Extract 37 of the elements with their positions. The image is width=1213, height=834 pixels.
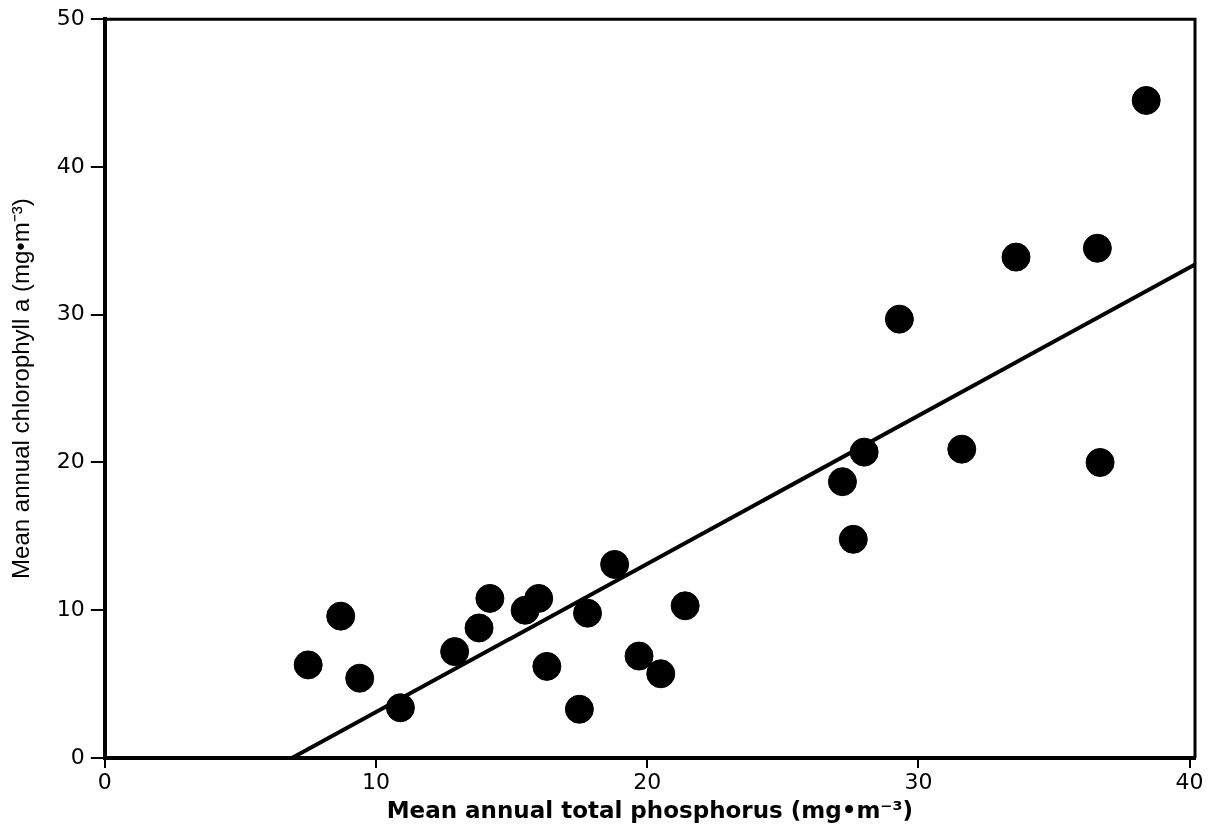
point xyxy=(827,467,857,497)
point xyxy=(884,304,914,334)
point xyxy=(1131,85,1161,115)
y-axis-title: Mean annual chlorophyll a (mg•m⁻³) xyxy=(7,198,35,579)
point xyxy=(564,694,594,724)
y-tick-label: 20 xyxy=(56,448,85,474)
point xyxy=(849,437,879,467)
x-tick-label: 30 xyxy=(904,768,933,794)
point xyxy=(464,613,494,643)
x-axis-title: Mean annual total phosphorus (mg•m⁻³) xyxy=(386,797,914,824)
point xyxy=(440,637,470,667)
point xyxy=(345,663,375,693)
point xyxy=(600,549,630,579)
point xyxy=(1085,447,1115,477)
point xyxy=(573,598,603,628)
x-tick-label: 40 xyxy=(1175,768,1204,794)
y-tick-label: 40 xyxy=(56,152,85,178)
point xyxy=(646,659,676,689)
x-tick-label: 0 xyxy=(97,768,112,794)
point xyxy=(1082,233,1112,263)
point xyxy=(293,650,323,680)
point xyxy=(1001,242,1031,272)
x-tick-label: 10 xyxy=(361,768,390,794)
y-tick-label: 10 xyxy=(56,595,85,621)
y-tick-label: 30 xyxy=(56,300,85,326)
point xyxy=(947,434,977,464)
point xyxy=(326,601,356,631)
point xyxy=(524,583,554,613)
point xyxy=(385,693,415,723)
point xyxy=(475,583,505,613)
point xyxy=(624,641,654,671)
y-tick-label: 50 xyxy=(56,4,85,30)
point xyxy=(838,524,868,554)
point xyxy=(532,651,562,681)
point xyxy=(670,591,700,621)
y-tick-label: 0 xyxy=(70,743,85,769)
x-tick-label: 20 xyxy=(633,768,662,794)
